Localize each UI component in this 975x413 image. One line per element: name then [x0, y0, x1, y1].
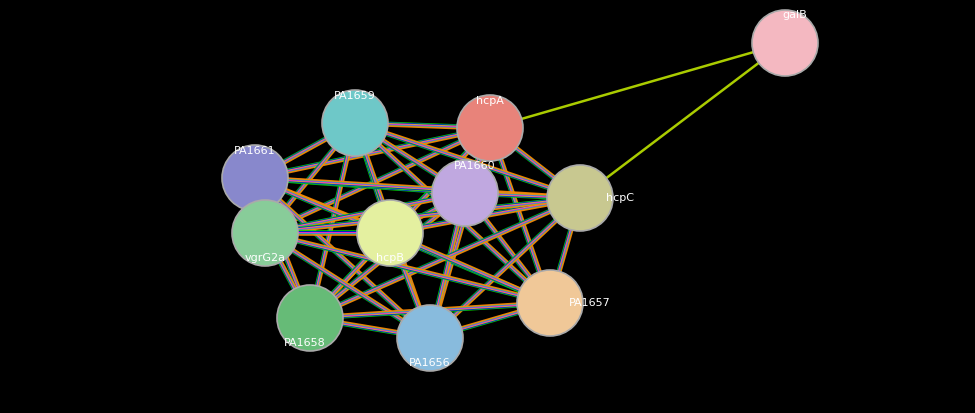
Text: hcpC: hcpC [606, 193, 634, 203]
Text: PA1661: PA1661 [234, 146, 276, 156]
Text: hcpA: hcpA [476, 96, 504, 106]
Circle shape [277, 285, 343, 351]
Circle shape [547, 165, 613, 231]
Circle shape [397, 305, 463, 371]
Circle shape [517, 270, 583, 336]
Text: PA1660: PA1660 [454, 161, 496, 171]
Circle shape [457, 95, 523, 161]
Circle shape [322, 90, 388, 156]
Text: vgrG2a: vgrG2a [245, 253, 286, 263]
Text: PA1659: PA1659 [334, 91, 376, 101]
Circle shape [357, 200, 423, 266]
Text: PA1657: PA1657 [569, 298, 611, 308]
Circle shape [432, 160, 498, 226]
Text: hcpB: hcpB [376, 253, 404, 263]
Circle shape [222, 145, 288, 211]
Text: PA1656: PA1656 [410, 358, 450, 368]
Text: PA1658: PA1658 [284, 338, 326, 348]
Circle shape [232, 200, 298, 266]
Text: galB: galB [783, 10, 807, 20]
Circle shape [752, 10, 818, 76]
